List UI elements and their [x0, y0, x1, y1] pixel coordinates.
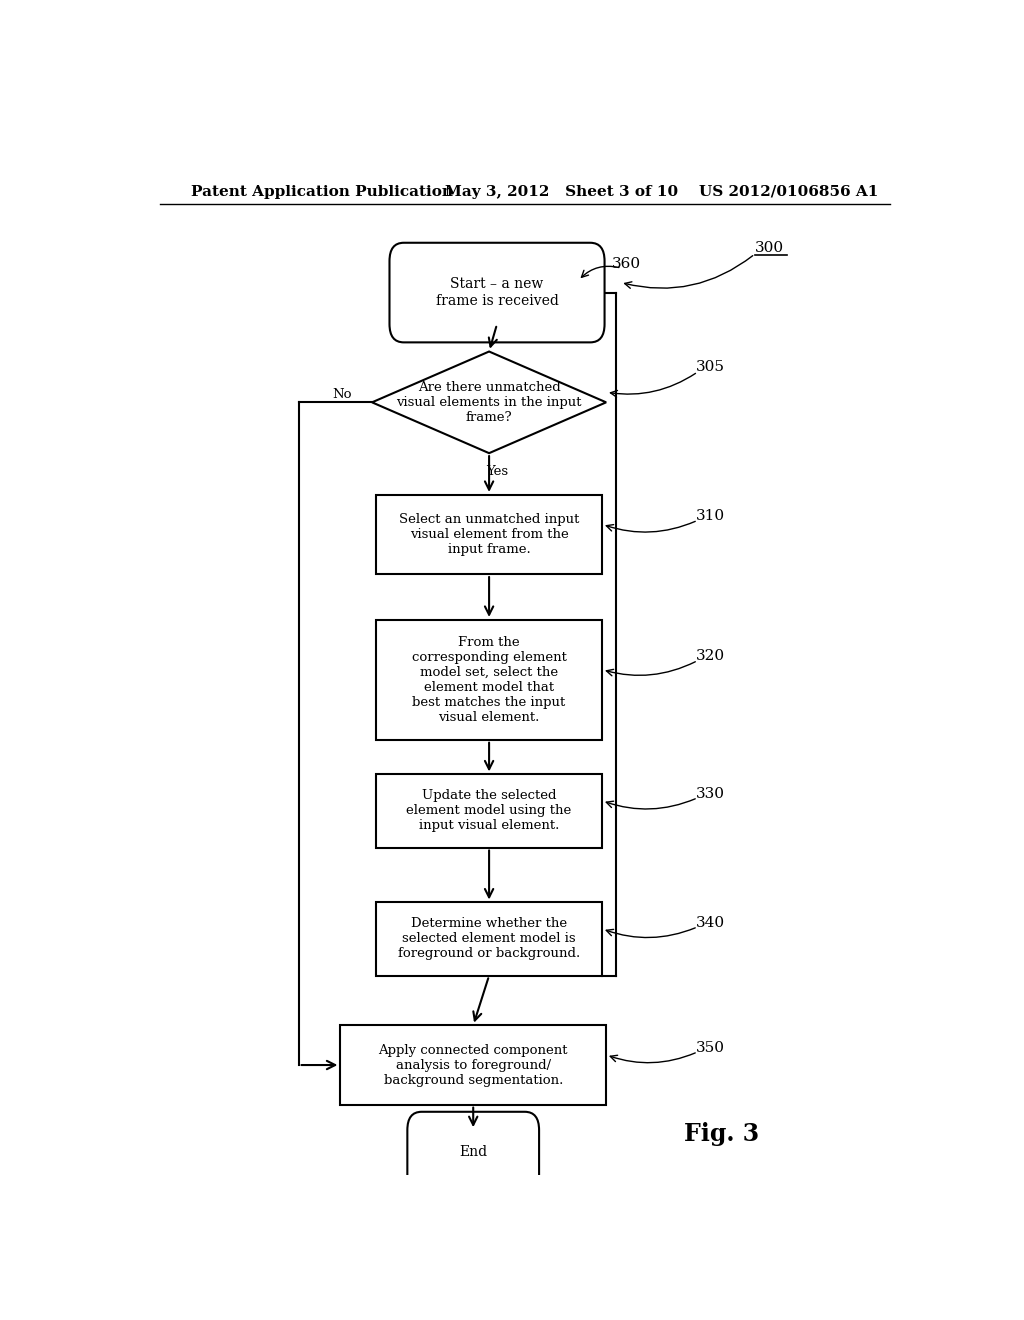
- FancyBboxPatch shape: [376, 903, 602, 975]
- Text: Update the selected
element model using the
input visual element.: Update the selected element model using …: [407, 789, 571, 833]
- Text: Fig. 3: Fig. 3: [684, 1122, 759, 1146]
- Text: Start – a new
frame is received: Start – a new frame is received: [435, 277, 558, 308]
- Text: From the
corresponding element
model set, select the
element model that
best mat: From the corresponding element model set…: [412, 636, 566, 723]
- Text: 305: 305: [695, 360, 724, 374]
- Text: May 3, 2012   Sheet 3 of 10: May 3, 2012 Sheet 3 of 10: [445, 185, 679, 199]
- Text: No: No: [333, 388, 352, 401]
- Text: Apply connected component
analysis to foreground/
background segmentation.: Apply connected component analysis to fo…: [379, 1044, 568, 1086]
- FancyBboxPatch shape: [376, 775, 602, 847]
- Text: 320: 320: [695, 649, 725, 664]
- Text: 300: 300: [755, 240, 784, 255]
- Text: Yes: Yes: [486, 466, 508, 478]
- Text: Patent Application Publication: Patent Application Publication: [191, 185, 454, 199]
- Text: 310: 310: [695, 510, 725, 523]
- FancyBboxPatch shape: [376, 620, 602, 739]
- Text: Select an unmatched input
visual element from the
input frame.: Select an unmatched input visual element…: [399, 513, 580, 556]
- Text: 350: 350: [695, 1040, 724, 1055]
- FancyBboxPatch shape: [408, 1111, 539, 1193]
- Text: Are there unmatched
visual elements in the input
frame?: Are there unmatched visual elements in t…: [396, 381, 582, 424]
- Polygon shape: [372, 351, 606, 453]
- Text: 360: 360: [612, 257, 641, 271]
- FancyBboxPatch shape: [340, 1026, 606, 1105]
- Text: 340: 340: [695, 916, 725, 929]
- Text: 330: 330: [695, 787, 724, 801]
- FancyBboxPatch shape: [389, 243, 604, 342]
- Text: US 2012/0106856 A1: US 2012/0106856 A1: [699, 185, 879, 199]
- Text: Determine whether the
selected element model is
foreground or background.: Determine whether the selected element m…: [398, 917, 581, 961]
- Text: End: End: [459, 1146, 487, 1159]
- FancyBboxPatch shape: [376, 495, 602, 574]
